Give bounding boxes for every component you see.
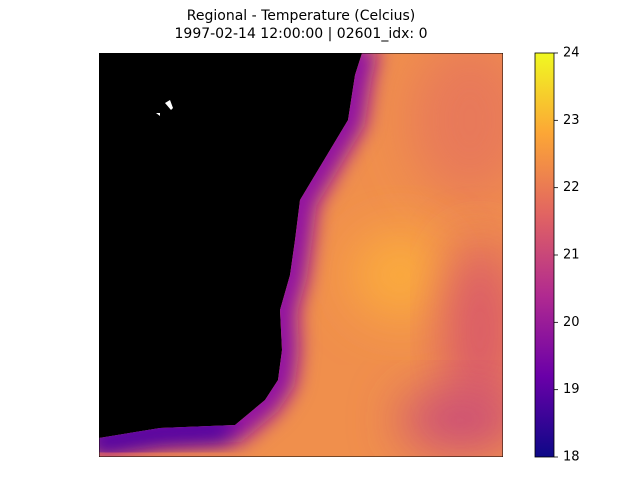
colorbar-tick-label: 20 bbox=[563, 315, 580, 330]
colorbar-tick-label: 18 bbox=[563, 450, 580, 465]
colorbar-tick-label: 22 bbox=[563, 180, 580, 195]
chart-subtitle: 1997-02-14 12:00:00 | 02601_idx: 0 bbox=[175, 26, 428, 42]
colorbar-tick-label: 21 bbox=[563, 248, 580, 263]
chart-title: Regional - Temperature (Celcius) bbox=[187, 8, 415, 24]
map-field bbox=[99, 53, 503, 457]
colorbar-tick-label: 23 bbox=[563, 113, 580, 128]
colorbar-tick-label: 19 bbox=[563, 382, 580, 397]
colorbar bbox=[534, 52, 555, 458]
colorbar-tick-label: 24 bbox=[563, 46, 580, 61]
